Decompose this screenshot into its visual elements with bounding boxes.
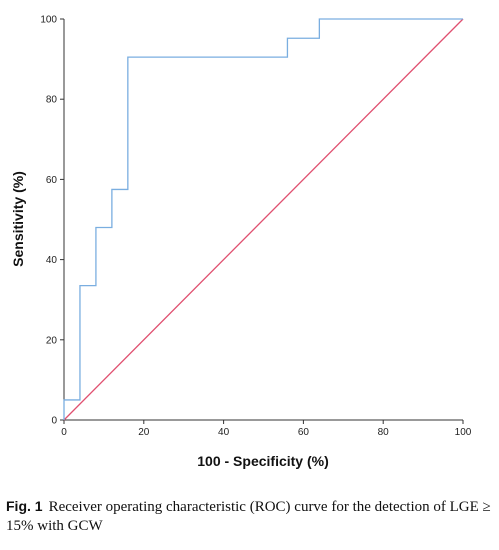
x-tick-label: 0 bbox=[61, 427, 67, 438]
y-tick-label: 100 bbox=[40, 15, 57, 26]
x-tick-label: 20 bbox=[138, 427, 150, 438]
axes bbox=[60, 18, 464, 424]
y-tick-label: 0 bbox=[51, 416, 57, 427]
x-tick-label: 80 bbox=[378, 427, 390, 438]
x-axis-title: 100 - Specificity (%) bbox=[197, 453, 329, 469]
series-layer bbox=[63, 18, 464, 421]
roc-chart: 0 20 40 60 80 100 0 20 40 60 80 100 100 - Specifici… bbox=[10, 15, 472, 470]
figure-caption: Fig. 1 Receiver operating characteristic … bbox=[6, 497, 492, 536]
x-tick-label: 100 bbox=[455, 427, 472, 438]
caption-text: Receiver operating characteristic (ROC) … bbox=[6, 499, 491, 534]
reference-diagonal-line bbox=[63, 18, 464, 421]
roc-curve-line bbox=[63, 18, 463, 420]
tick-labels: 0 20 40 60 80 100 0 20 40 60 80 100 bbox=[40, 15, 471, 439]
x-tick-label: 60 bbox=[298, 427, 310, 438]
y-tick-label: 60 bbox=[46, 175, 58, 186]
x-tick-label: 40 bbox=[218, 427, 230, 438]
figure-label: Fig. 1 bbox=[6, 498, 43, 514]
y-tick-label: 40 bbox=[46, 255, 58, 266]
y-tick-label: 20 bbox=[46, 335, 58, 346]
y-tick-label: 80 bbox=[46, 95, 58, 106]
y-axis-title: Sensitivity (%) bbox=[10, 171, 26, 267]
